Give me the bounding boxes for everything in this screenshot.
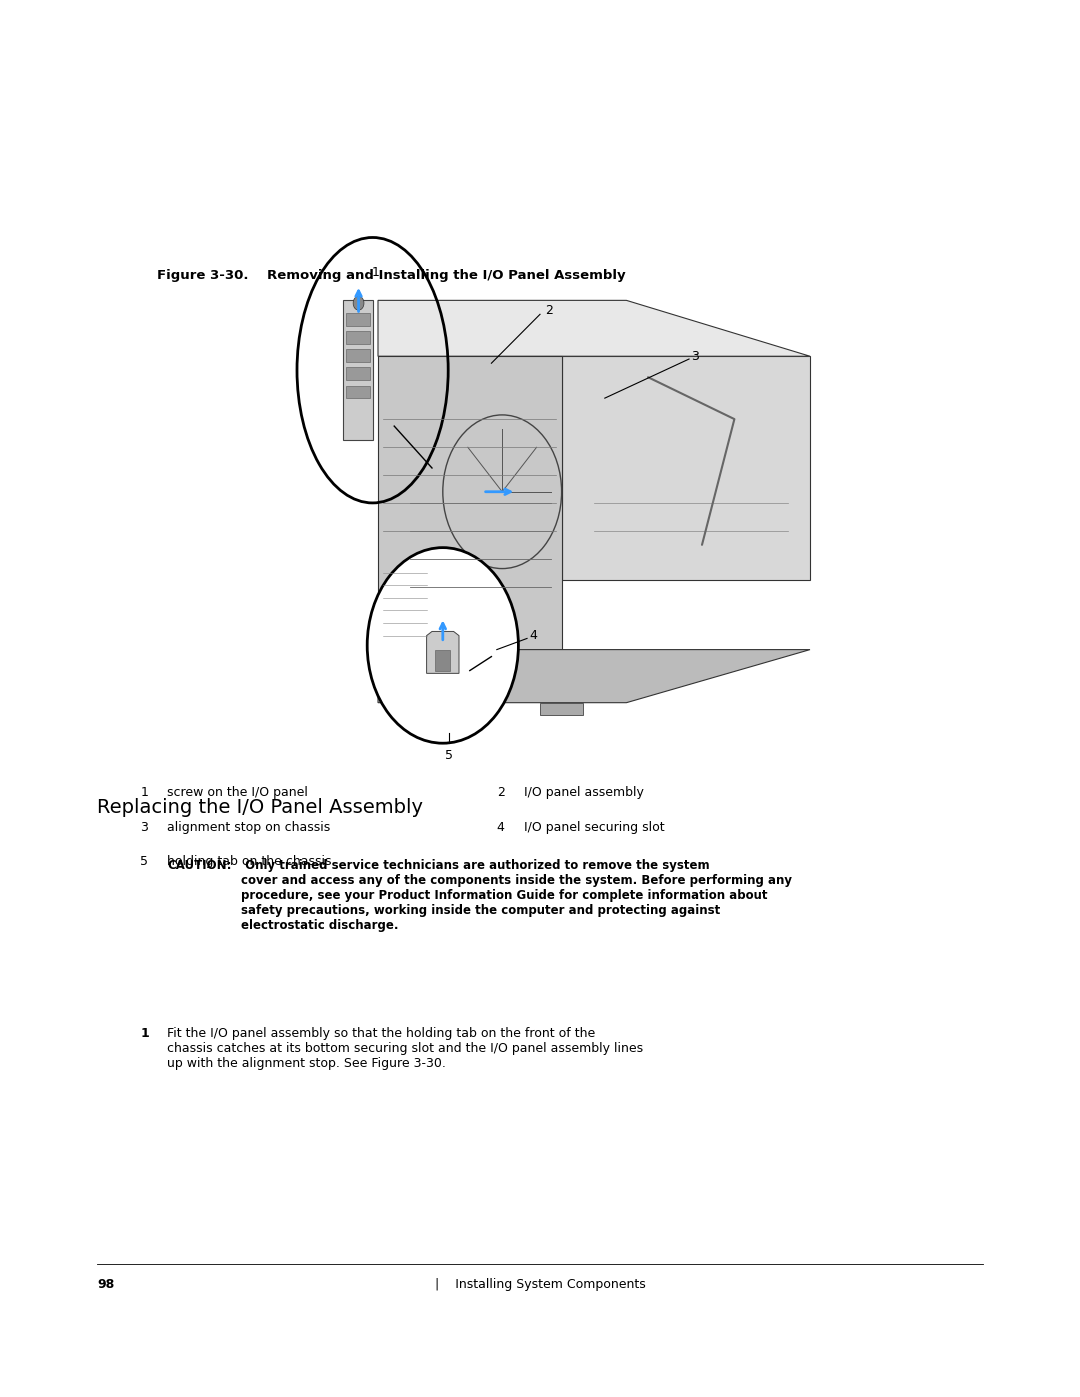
Polygon shape bbox=[346, 313, 370, 326]
Polygon shape bbox=[562, 356, 810, 580]
Text: I/O panel securing slot: I/O panel securing slot bbox=[524, 820, 664, 834]
Text: 2: 2 bbox=[545, 303, 553, 317]
Polygon shape bbox=[540, 703, 583, 715]
Text: 1: 1 bbox=[140, 1027, 149, 1039]
Polygon shape bbox=[346, 386, 370, 398]
Text: 98: 98 bbox=[97, 1278, 114, 1291]
Polygon shape bbox=[346, 331, 370, 344]
Text: 3: 3 bbox=[691, 349, 699, 363]
Text: 1: 1 bbox=[140, 785, 148, 799]
Text: Replacing the I/O Panel Assembly: Replacing the I/O Panel Assembly bbox=[97, 798, 423, 817]
Text: 4: 4 bbox=[529, 629, 537, 643]
Polygon shape bbox=[378, 300, 810, 356]
Text: 4: 4 bbox=[497, 820, 504, 834]
Polygon shape bbox=[400, 703, 443, 715]
Text: 1: 1 bbox=[372, 267, 380, 279]
Circle shape bbox=[367, 548, 518, 743]
Polygon shape bbox=[346, 367, 370, 380]
Text: Fit the I/O panel assembly so that the holding tab on the front of the
chassis c: Fit the I/O panel assembly so that the h… bbox=[167, 1027, 644, 1070]
Text: Figure 3-30.    Removing and Installing the I/O Panel Assembly: Figure 3-30. Removing and Installing the… bbox=[157, 270, 625, 282]
Polygon shape bbox=[378, 650, 810, 703]
Text: 2: 2 bbox=[497, 785, 504, 799]
Polygon shape bbox=[435, 650, 450, 671]
Text: holding tab on the chassis: holding tab on the chassis bbox=[167, 855, 332, 869]
Circle shape bbox=[353, 296, 364, 310]
Text: 5: 5 bbox=[140, 855, 148, 869]
Text: alignment stop on chassis: alignment stop on chassis bbox=[167, 820, 330, 834]
Text: 5: 5 bbox=[445, 749, 454, 761]
Text: |    Installing System Components: | Installing System Components bbox=[434, 1278, 646, 1291]
Polygon shape bbox=[346, 349, 370, 362]
Text: I/O panel assembly: I/O panel assembly bbox=[524, 785, 644, 799]
Polygon shape bbox=[378, 356, 562, 650]
Text: screw on the I/O panel: screw on the I/O panel bbox=[167, 785, 308, 799]
Polygon shape bbox=[427, 631, 459, 673]
Polygon shape bbox=[343, 300, 373, 440]
Text: Only trained service technicians are authorized to remove the system
cover and a: Only trained service technicians are aut… bbox=[241, 859, 792, 932]
Text: 3: 3 bbox=[140, 820, 148, 834]
Text: CAUTION:: CAUTION: bbox=[167, 859, 232, 872]
